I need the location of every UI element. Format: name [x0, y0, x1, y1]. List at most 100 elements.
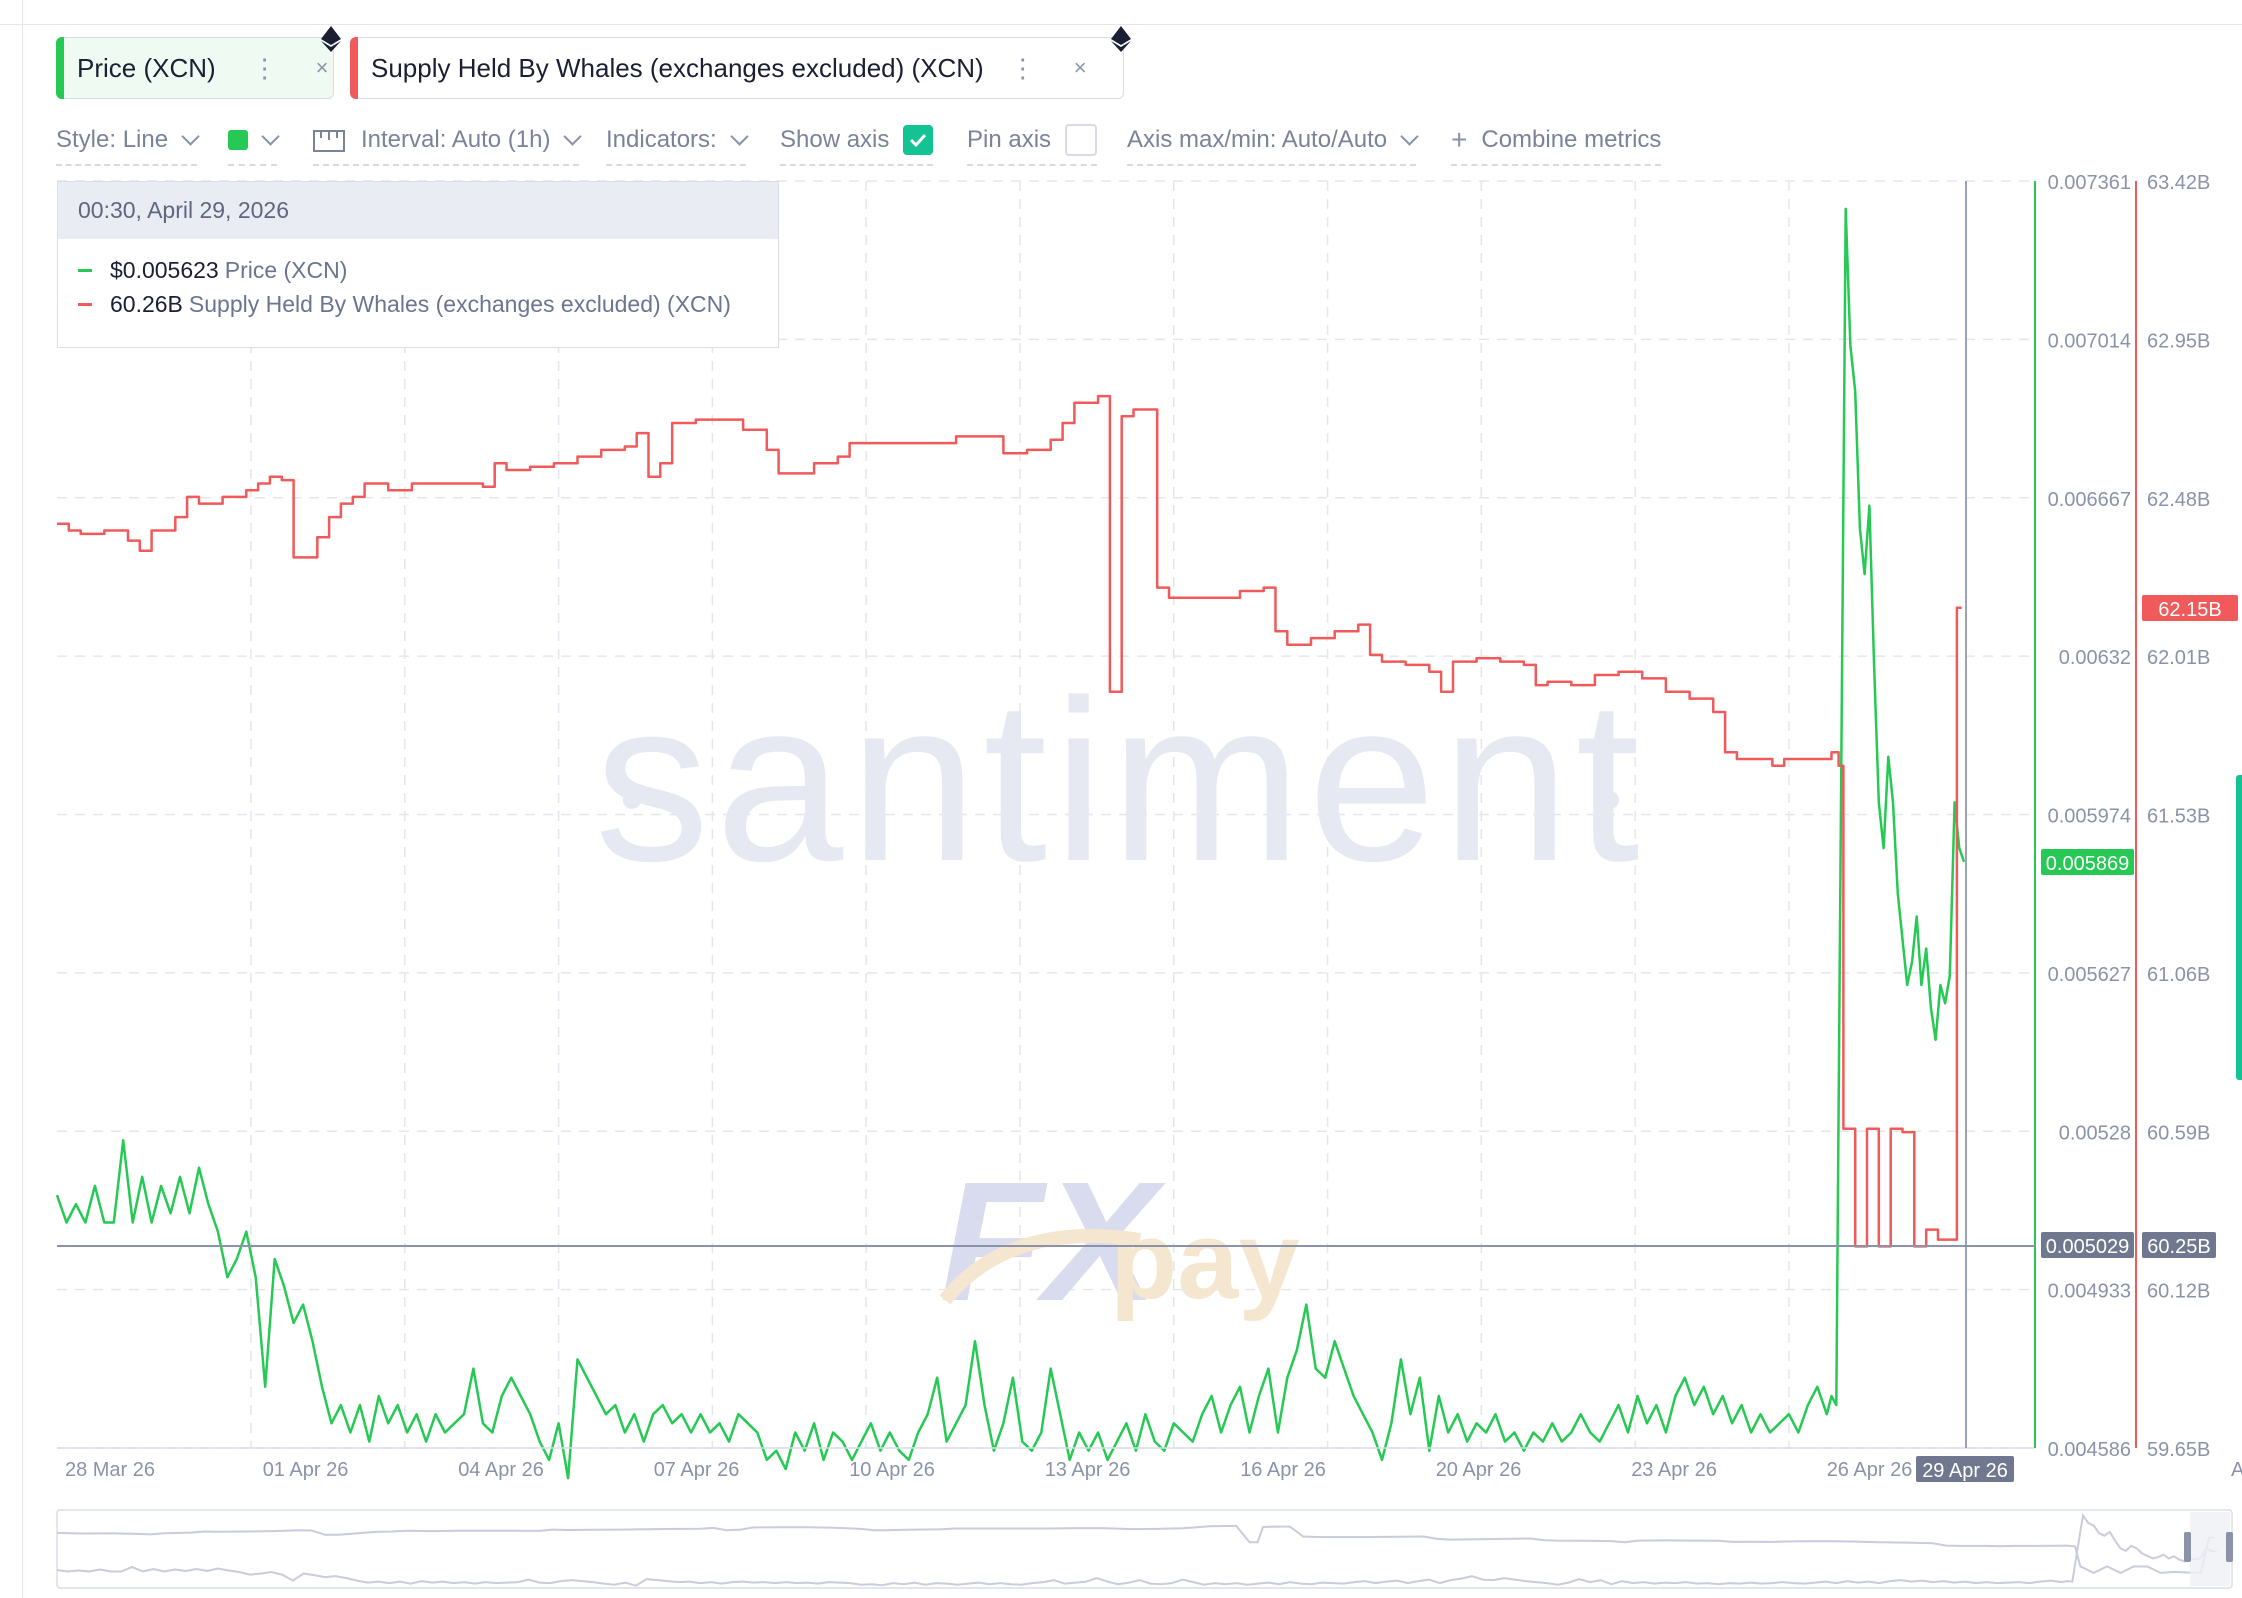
supply-axis-tick-label: 62.95B [2147, 330, 2210, 352]
metric-color-bar [350, 37, 358, 99]
combine-metrics-label: Combine metrics [1481, 126, 1662, 153]
x-axis-tick-label: 01 Apr 26 [263, 1459, 349, 1481]
price-axis-tick-label: 0.005974 [2048, 806, 2131, 828]
metric-color-bar [56, 37, 64, 99]
supply-axis-tick-label: 62.48B [2147, 489, 2210, 511]
x-axis-tick-label: 26 Apr 26 [1827, 1459, 1913, 1481]
watermark: santiment FX pay [594, 652, 1645, 1337]
show-axis-toggle[interactable]: Show axis [780, 120, 934, 166]
price-axis-tick-label: 0.004933 [2048, 1281, 2131, 1303]
combine-metrics-button[interactable]: + Combine metrics [1451, 120, 1662, 166]
price-axis-tick-label: 0.007014 [2048, 330, 2131, 352]
color-swatch [228, 130, 248, 150]
x-axis-tick-label: 28 Mar 26 [65, 1459, 155, 1481]
supply-hover-badge-bg [2142, 1232, 2216, 1258]
tooltip-supply-name: Supply Held By Whales (exchanges exclude… [188, 290, 731, 317]
style-label: Style: Line [56, 126, 169, 153]
price-series-line [55, 207, 1966, 1480]
watermark-dot [1601, 791, 1619, 809]
navigator-supply-line [56, 1524, 2215, 1575]
chart-series [55, 207, 1966, 1480]
price-axis-tick-label: 0.005627 [2048, 964, 2131, 986]
color-picker[interactable] [228, 120, 280, 166]
santiment-watermark: santiment [594, 652, 1645, 909]
x-axis-tick-label: 07 Apr 26 [654, 1459, 740, 1481]
indicators-label: Indicators: [606, 126, 717, 153]
supply-axis-tick-label: 61.06B [2147, 964, 2210, 986]
style-dropdown[interactable]: Style: Line [56, 120, 200, 166]
axis-maxmin-label: Axis max/min: Auto/Auto [1127, 126, 1388, 153]
legend-dash [78, 302, 92, 306]
show-axis-label: Show axis [780, 126, 890, 153]
checkbox-unchecked[interactable] [1065, 124, 1098, 156]
price-hover-badge-bg [2041, 1232, 2134, 1258]
metric-tab-price[interactable]: Price (XCN) ⋮ × [56, 37, 334, 99]
legend-dash [78, 268, 92, 272]
plus-icon: + [1451, 124, 1468, 155]
indicators-dropdown[interactable]: Indicators: [606, 120, 749, 166]
metric-label: Supply Held By Whales (exchanges exclude… [371, 52, 984, 83]
metric-label: Price (XCN) [77, 52, 216, 83]
checkmark-icon [910, 133, 927, 148]
tooltip-supply-value: 60.26B [110, 290, 183, 317]
watermark-dot [623, 791, 641, 809]
price-axis-tick-label: 0.006667 [2048, 489, 2131, 511]
navigator-selection [2190, 1512, 2230, 1586]
supply-current-badge-bg [2142, 595, 2238, 621]
chart-axes: 0.007361 63.42B 0.007014 62.95B 0.006667 62.4… [57, 172, 2242, 1481]
x-axis-tick-label: 10 Apr 26 [849, 1459, 935, 1481]
x-axis-tick-label: Apr 26 [2231, 1459, 2242, 1481]
ruler-icon [313, 130, 345, 152]
left-divider [22, 0, 23, 1598]
pin-axis-toggle[interactable]: Pin axis [967, 120, 1098, 166]
price-hover-badge: 0.005029 [2046, 1236, 2129, 1258]
date-hover-badge-bg [1916, 1456, 2014, 1482]
hover-tooltip: 00:30, April 29, 2026 $0.005623 Price (X… [57, 181, 779, 348]
supply-axis-tick-label: 60.59B [2147, 1122, 2210, 1144]
interval-dropdown[interactable]: Interval: Auto (1h) [313, 120, 583, 166]
supply-hover-badge: 60.25B [2147, 1236, 2210, 1258]
range-navigator [56, 1509, 2233, 1589]
tooltip-row-price: $0.005623 Price (XCN) [78, 253, 778, 287]
x-axis-tick-label: 13 Apr 26 [1045, 1459, 1131, 1481]
supply-axis-tick-label: 61.53B [2147, 806, 2210, 828]
x-axis-tick-label: 20 Apr 26 [1436, 1459, 1522, 1481]
ethereum-icon [1111, 26, 1131, 52]
x-axis-tick-label: 23 Apr 26 [1631, 1459, 1717, 1481]
top-divider [0, 24, 2242, 25]
navigator-handle-right [2226, 1532, 2233, 1562]
supply-axis-tick-label: 60.12B [2147, 1281, 2210, 1303]
fxpay-logo-pay: pay [1110, 1199, 1300, 1322]
ethereum-icon [321, 26, 341, 52]
pin-axis-label: Pin axis [967, 126, 1052, 153]
price-current-badge: 0.005869 [2046, 853, 2129, 875]
close-icon[interactable]: × [1073, 55, 1087, 80]
x-axis-tick-label: 16 Apr 26 [1240, 1459, 1326, 1481]
date-hover-badge: 29 Apr 26 [1922, 1460, 2008, 1482]
price-axis-tick-label: 0.00632 [2059, 647, 2131, 669]
price-axis-tick-label: 0.004586 [2048, 1439, 2131, 1461]
tooltip-price-value: $0.005623 [110, 256, 219, 283]
tooltip-price-name: Price (XCN) [224, 256, 348, 283]
price-current-badge-bg [2041, 849, 2134, 875]
supply-axis-tick-label: 59.65B [2147, 1439, 2210, 1461]
supply-current-badge: 62.15B [2158, 599, 2221, 621]
axis-maxmin-dropdown[interactable]: Axis max/min: Auto/Auto [1127, 120, 1419, 166]
chart-overlay: 0.005869 62.15B 0.005029 60.25B 29 Apr 26 [57, 181, 2238, 1482]
supply-axis-tick-label: 62.01B [2147, 647, 2210, 669]
checkbox-checked[interactable] [903, 125, 934, 155]
navigator-handle-left [2184, 1532, 2191, 1562]
x-axis-tick-label: 04 Apr 26 [458, 1459, 544, 1481]
vertical-dots-icon[interactable]: ⋮ [251, 52, 278, 83]
navigator-frame [56, 1509, 2233, 1589]
supply-series-line [57, 394, 1962, 1248]
navigator-price-line [56, 1512, 2218, 1587]
close-icon[interactable]: × [315, 55, 329, 80]
supply-axis-tick-label: 63.42B [2147, 172, 2210, 194]
vertical-dots-icon[interactable]: ⋮ [1009, 52, 1036, 83]
side-panel-handle[interactable] [2236, 775, 2242, 1080]
price-axis-tick-label: 0.007361 [2048, 172, 2131, 194]
metric-tab-supply-whales[interactable]: Supply Held By Whales (exchanges exclude… [350, 37, 1124, 99]
interval-label: Interval: Auto (1h) [361, 126, 551, 153]
